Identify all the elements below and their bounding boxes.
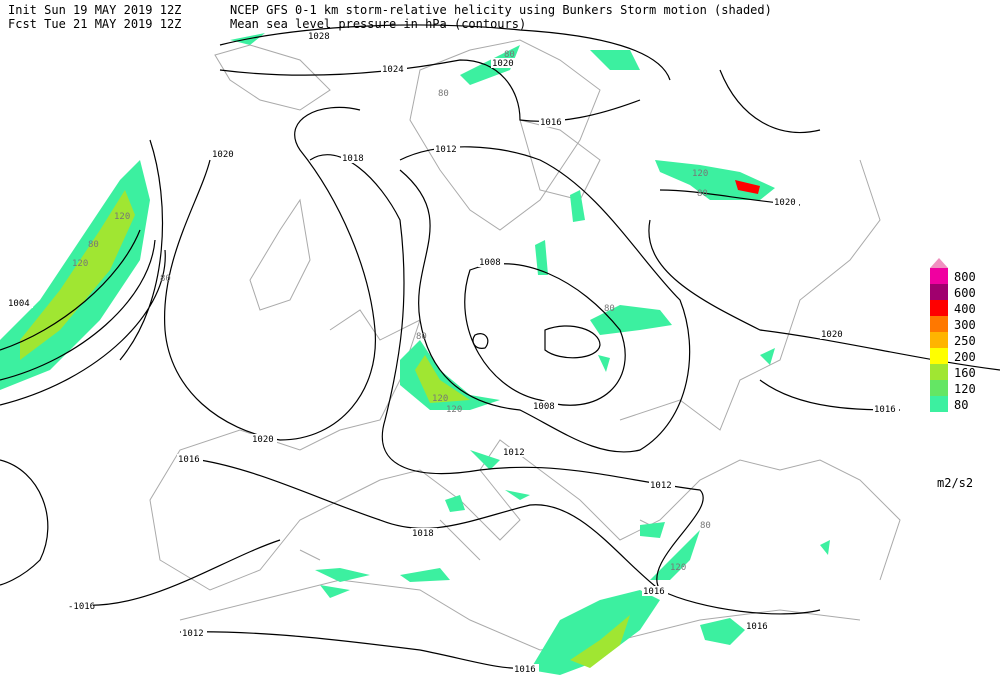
contour-title: Mean sea level pressure in hPa (contours… (230, 17, 526, 31)
contour-label: 1020 (774, 198, 796, 208)
shade-label: 80 (697, 189, 708, 199)
legend-label: 300 (954, 318, 976, 332)
contour-label-bg (434, 144, 460, 154)
contour-label: -1016 (68, 602, 95, 612)
contour-label: 1008 (533, 402, 555, 412)
shade-label: 120 (114, 212, 130, 222)
isobars (0, 24, 1000, 669)
contour-label: 1018 (412, 529, 434, 539)
legend: 800 600 400 300 250 200 160 120 80 (930, 258, 976, 412)
contour-label: 1012 (650, 481, 672, 491)
legend-swatch (930, 284, 948, 300)
contour-label-bg (478, 257, 504, 267)
legend-label: 200 (954, 350, 976, 364)
contour-label: 1012 (182, 629, 204, 639)
legend-swatch (930, 348, 948, 364)
contour-label-bg (67, 601, 93, 611)
shaded-title: NCEP GFS 0-1 km storm-relative helicity … (230, 3, 772, 17)
contour-label-bg (532, 401, 558, 411)
legend-label: 120 (954, 382, 976, 396)
shade-label: 80 (160, 274, 171, 284)
helicity-shading (0, 33, 830, 675)
legend-label: 600 (954, 286, 976, 300)
legend-swatch (930, 332, 948, 348)
legend-label: 80 (954, 398, 968, 412)
contour-label-bg (539, 117, 565, 127)
forecast-time: Fcst Tue 21 MAY 2019 12Z (8, 17, 181, 31)
shade-label: 80 (604, 304, 615, 314)
legend-label: 800 (954, 270, 976, 284)
shade-label: 120 (670, 563, 686, 573)
contour-label-bg (381, 64, 407, 74)
legend-swatch (930, 316, 948, 332)
contour-label: 1016 (874, 405, 896, 415)
shade-label: 120 (446, 405, 462, 415)
legend-unit: m2/s2 (937, 476, 973, 490)
contour-label-bg (251, 434, 277, 444)
contour-label-bg (491, 58, 517, 68)
contour-label-bg (773, 197, 799, 207)
legend-swatch (930, 364, 948, 380)
contour-label-bg (873, 404, 899, 414)
contour-label: 1018 (342, 154, 364, 164)
legend-top-triangle (930, 258, 948, 268)
contour-label-bg (177, 454, 203, 464)
contour-label-bg (307, 31, 333, 41)
legend-swatch (930, 396, 948, 412)
shade-label: 120 (432, 394, 448, 404)
legend-label: 250 (954, 334, 976, 348)
shade-label: 80 (416, 332, 427, 342)
contour-label: 1020 (492, 59, 514, 69)
contour-label-bg (181, 628, 207, 638)
contour-label: 1020 (212, 150, 234, 160)
shade-label: 80 (438, 89, 449, 99)
contour-label: 1016 (178, 455, 200, 465)
contour-label: 1020 (821, 330, 843, 340)
contour-label: 1016 (746, 622, 768, 632)
contour-label-bg (745, 621, 771, 631)
legend-swatch (930, 300, 948, 316)
shade-label: 80 (700, 521, 711, 531)
shade-label: 80 (88, 240, 99, 250)
init-time: Init Sun 19 MAY 2019 12Z (8, 3, 181, 17)
contour-label: 1016 (540, 118, 562, 128)
contour-label: 1024 (382, 65, 404, 75)
contour-label-bg (7, 298, 33, 308)
coastlines (149, 39, 901, 651)
legend-label: 160 (954, 366, 976, 380)
legend-swatch (930, 380, 948, 396)
contour-label-bg (502, 447, 528, 457)
contour-label-bg (513, 664, 539, 674)
shade-label: 120 (72, 259, 88, 269)
contour-label-bg (341, 153, 367, 163)
contour-label: 1008 (479, 258, 501, 268)
contour-label: 1012 (435, 145, 457, 155)
contour-label: 1004 (8, 299, 30, 309)
contour-label-bg (411, 528, 437, 538)
contour-label-bg (211, 149, 237, 159)
contour-label-bg (649, 480, 675, 490)
legend-label: 400 (954, 302, 976, 316)
contour-label-bg (642, 586, 668, 596)
shade-label: 120 (692, 169, 708, 179)
contour-label: 1028 (308, 32, 330, 42)
contour-label: 1020 (252, 435, 274, 445)
legend-swatch (930, 268, 948, 284)
contour-label: 1012 (503, 448, 525, 458)
contour-label: 1016 (514, 665, 536, 675)
shade-label: 80 (504, 50, 515, 60)
contour-label-bg (820, 329, 846, 339)
contour-label: 1016 (643, 587, 665, 597)
